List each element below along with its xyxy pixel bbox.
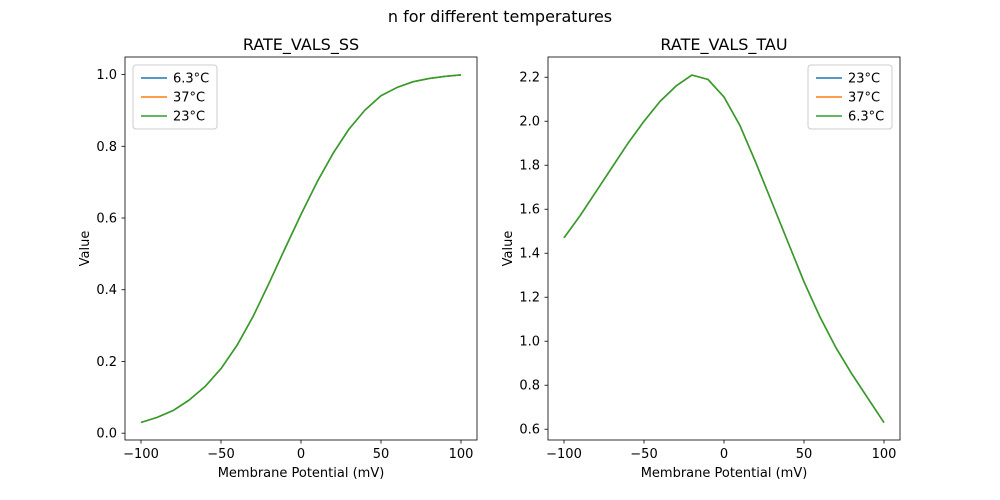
y-tick-label: 0.0	[96, 427, 117, 442]
x-tick-label: 50	[796, 447, 813, 462]
x-tick-label: −50	[630, 447, 657, 462]
x-tick-label: −100	[123, 447, 159, 462]
y-tick-label: 1.2	[519, 291, 540, 306]
y-tick-label: 0.8	[519, 379, 540, 394]
y-axis-label: Value	[78, 231, 93, 267]
x-tick-label: 50	[373, 447, 390, 462]
x-tick-label: −50	[207, 447, 234, 462]
legend-label: 37°C	[173, 91, 205, 106]
y-tick-label: 1.4	[519, 247, 540, 262]
rate-vals-ss-chart: RATE_VALS_SS −100 −50 0 50 100 0.0 0.2 0.4 0.6 0.8…	[78, 35, 478, 481]
x-tick-label: 100	[872, 447, 897, 462]
legend-box	[132, 64, 218, 130]
y-tick-label: 0.2	[96, 355, 117, 370]
series-line-23°C	[140, 74, 462, 424]
legend-label: 6.3°C	[173, 72, 209, 87]
y-tick-label: 1.0	[519, 335, 540, 350]
y-tick-label: 2.2	[519, 71, 540, 86]
y-tick-label: 1.6	[519, 203, 540, 218]
legend-box	[807, 64, 893, 130]
y-axis-label: Value	[501, 231, 516, 267]
axes-title: RATE_VALS_TAU	[660, 35, 787, 55]
y-tick-label: 0.4	[96, 283, 117, 298]
figure-suptitle: n for different temperatures	[387, 7, 613, 26]
axes-title: RATE_VALS_SS	[243, 35, 359, 55]
y-tick-label: 2.0	[519, 115, 540, 130]
y-tick-label: 0.6	[96, 212, 117, 227]
x-tick-label: 100	[449, 447, 474, 462]
x-tick-label: −100	[546, 447, 582, 462]
x-axis-label: Membrane Potential (mV)	[641, 466, 808, 481]
rate-vals-tau-chart: RATE_VALS_TAU −100 −50 0 50 100 0.6 0.8 1.0 1.2 1.…	[501, 35, 901, 481]
x-tick-label: 0	[297, 447, 305, 462]
legend-label: 37°C	[848, 91, 880, 106]
subplot-rate-vals-ss: RATE_VALS_SS −100 −50 0 50 100 0.0 0.2 0.4 0.6 0.8…	[0, 30, 500, 500]
subplot-rate-vals-tau: RATE_VALS_TAU −100 −50 0 50 100 0.6 0.8 1.0 1.2 1.…	[500, 30, 1000, 500]
y-tick-label: 0.8	[96, 140, 117, 155]
series-line-6.3°C	[563, 74, 885, 424]
y-tick-label: 0.6	[519, 423, 540, 438]
y-tick-label: 1.8	[519, 159, 540, 174]
subplots-row: RATE_VALS_SS −100 −50 0 50 100 0.0 0.2 0.4 0.6 0.8…	[0, 30, 1000, 500]
x-axis-label: Membrane Potential (mV)	[218, 466, 385, 481]
y-tick-label: 1.0	[96, 68, 117, 83]
legend-label: 23°C	[173, 110, 205, 125]
legend-label: 23°C	[848, 72, 880, 87]
legend-label: 6.3°C	[848, 110, 884, 125]
x-tick-label: 0	[720, 447, 728, 462]
